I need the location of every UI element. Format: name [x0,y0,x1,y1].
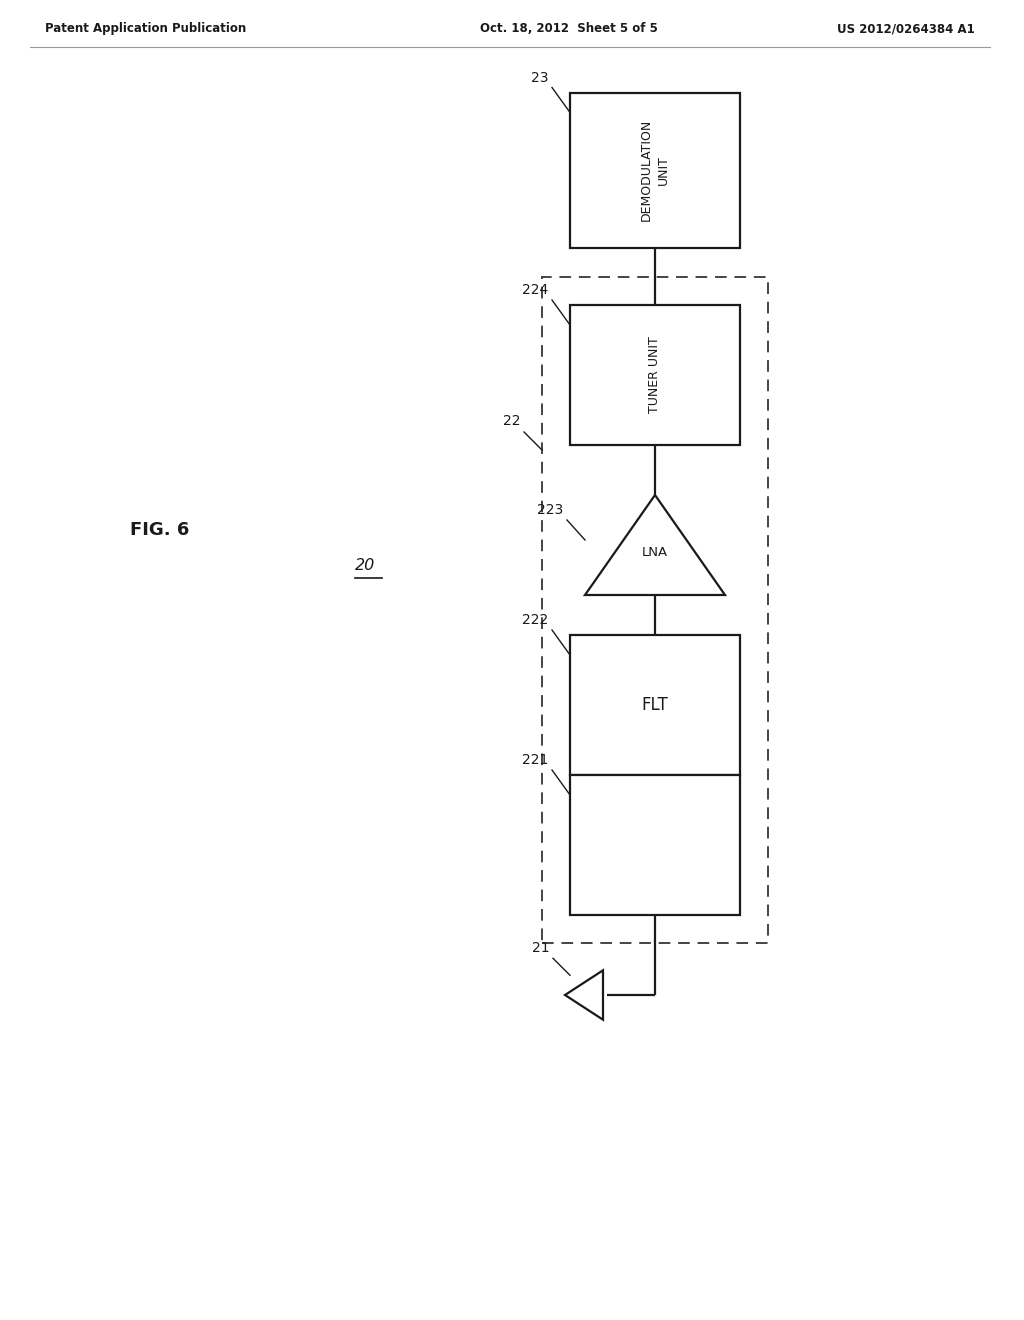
FancyBboxPatch shape [570,92,740,248]
Text: 23: 23 [530,70,548,84]
FancyBboxPatch shape [570,775,740,915]
Text: US 2012/0264384 A1: US 2012/0264384 A1 [838,22,975,36]
Text: TUNER UNIT: TUNER UNIT [648,337,662,413]
Text: LNA: LNA [642,546,668,560]
Text: DEMODULATION
UNIT: DEMODULATION UNIT [640,119,670,222]
Text: 224: 224 [522,282,548,297]
Text: 20: 20 [355,557,375,573]
Text: 222: 222 [522,612,548,627]
Text: 221: 221 [521,752,548,767]
Text: 22: 22 [503,414,520,428]
Text: Patent Application Publication: Patent Application Publication [45,22,246,36]
FancyBboxPatch shape [570,305,740,445]
Polygon shape [585,495,725,595]
Polygon shape [565,970,603,1019]
Text: 21: 21 [532,941,550,956]
Text: 223: 223 [537,503,563,517]
Text: FIG. 6: FIG. 6 [130,521,189,539]
FancyBboxPatch shape [570,635,740,775]
Text: Oct. 18, 2012  Sheet 5 of 5: Oct. 18, 2012 Sheet 5 of 5 [480,22,657,36]
Text: FLT: FLT [642,696,669,714]
